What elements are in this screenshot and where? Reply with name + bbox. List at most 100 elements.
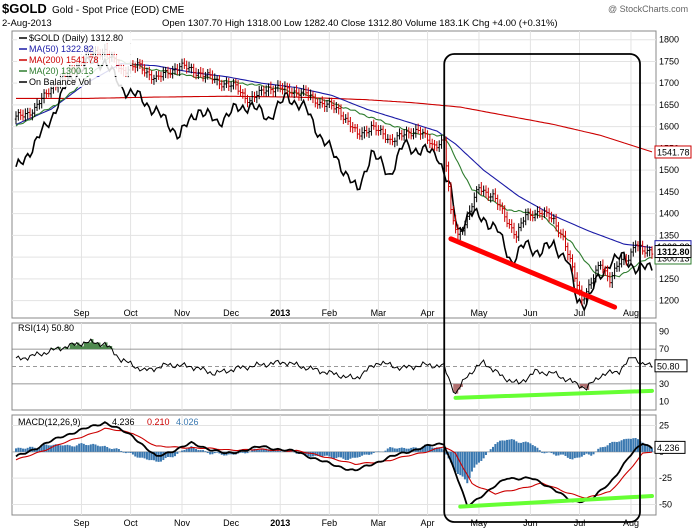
macd-line	[15, 421, 653, 508]
macd-histogram-bar	[80, 443, 83, 452]
macd-histogram-bar	[316, 451, 319, 457]
macd-histogram-bar	[597, 448, 600, 452]
macd-histogram-bar	[527, 442, 530, 452]
rsi-overbought-fill	[88, 342, 92, 350]
macd-histogram-bar	[171, 451, 174, 458]
macd-histogram-bar	[17, 447, 20, 452]
date-label: 2-Aug-2013	[2, 18, 52, 29]
macd-histogram-bar	[466, 451, 469, 484]
macd-histogram-bar	[325, 451, 328, 456]
legend-bg	[17, 66, 132, 76]
macd-histogram-bar	[117, 449, 120, 452]
macd-histogram-bar	[52, 444, 55, 452]
macd-histogram-bar	[272, 451, 275, 452]
x-tick-label-macd: Aug	[623, 518, 639, 528]
macd-histogram-bar	[438, 447, 441, 452]
macd-histogram-bar	[71, 446, 74, 452]
macd-histogram-bar	[108, 448, 111, 452]
price-y-tick: 1500	[659, 165, 679, 175]
macd-histogram-bar	[435, 447, 438, 452]
price-y-tick: 1800	[659, 35, 679, 45]
macd-histogram-bar	[538, 450, 541, 452]
price-y-tick: 1700	[659, 78, 679, 88]
macd-histogram-bar	[445, 451, 448, 455]
macd-histogram-bar	[583, 451, 586, 456]
macd-histogram-bar	[477, 451, 480, 463]
x-tick-label-macd: Mar	[371, 518, 387, 528]
macd-histogram-bar	[190, 446, 193, 452]
macd-histogram-bar	[510, 439, 513, 452]
macd-histogram-bar	[330, 451, 333, 459]
macd-histogram-bar	[484, 451, 487, 455]
macd-histogram-bar	[335, 451, 338, 459]
macd-histogram-bar	[265, 448, 268, 452]
legend-entry: MA(20) 1300.13	[29, 66, 94, 76]
rsi-overbought-fill	[79, 344, 82, 350]
macd-histogram-bar	[452, 451, 455, 468]
macd-histogram-bar	[541, 451, 544, 453]
rsi-value-label: 50.80	[657, 361, 680, 371]
rsi-overbought-fill	[90, 339, 94, 350]
macd-histogram-bar	[456, 451, 459, 474]
macd-histogram-bar	[513, 439, 516, 452]
macd-histogram-bar	[391, 447, 394, 452]
macd-histogram-bar	[279, 450, 282, 452]
legend-bg	[17, 44, 132, 54]
x-tick-label-price: Nov	[174, 308, 191, 318]
macd-histogram-bar	[99, 446, 102, 452]
macd-histogram-bar	[206, 451, 209, 454]
macd-histogram-bar	[134, 451, 137, 457]
macd-histogram-bar	[559, 451, 562, 455]
macd-histogram-bar	[625, 438, 628, 452]
macd-histogram-bar	[569, 451, 572, 459]
macd-histogram-bar	[634, 438, 637, 452]
macd-y-tick: 25	[659, 421, 669, 431]
ma200-value-label: 1541.78	[657, 147, 690, 157]
macd-histogram-bar	[517, 442, 520, 452]
macd-histogram-bar	[536, 447, 539, 452]
macd-histogram-bar	[618, 441, 621, 452]
symbol: $GOLD	[2, 1, 47, 16]
macd-histogram-bar	[143, 451, 146, 459]
macd-histogram-bar	[622, 439, 625, 452]
macd-histogram-bar	[480, 451, 483, 461]
macd-histogram-bar	[468, 451, 471, 479]
rsi-overbought-fill	[67, 348, 71, 350]
macd-histogram-bar	[515, 441, 518, 452]
macd-histogram-bar	[50, 445, 53, 452]
macd-histogram-bar	[368, 451, 371, 455]
macd-histogram-bar	[148, 451, 151, 461]
macd-histogram-bar	[461, 451, 464, 477]
macd-histogram-bar	[651, 448, 653, 452]
rsi-value-box	[654, 359, 688, 373]
x-tick-label-price: Mar	[371, 308, 387, 318]
macd-histogram-bar	[197, 450, 200, 452]
macd-value-label: 4.236	[657, 443, 680, 453]
price-y-tick: 1600	[659, 122, 679, 132]
macd-histogram-bar	[520, 442, 523, 452]
macd-histogram-bar	[548, 451, 551, 453]
x-tick-label-price: Jul	[574, 308, 586, 318]
macd-histogram-bar	[545, 451, 548, 453]
macd-histogram-bar	[141, 451, 144, 458]
macd-histogram-bar	[75, 445, 78, 452]
macd-histogram-bar	[604, 446, 607, 452]
legend-bg	[17, 77, 132, 87]
macd-histogram-bar	[152, 451, 155, 461]
macd-histogram-bar	[122, 451, 125, 453]
macd-histogram-bar	[421, 446, 424, 452]
macd-histogram-bar	[57, 444, 60, 452]
macd-histogram-bar	[393, 448, 396, 452]
macd-histogram-bar	[293, 451, 296, 453]
close-value-label-box	[654, 245, 692, 259]
macd-histogram-bar	[73, 446, 76, 452]
macd-histogram-bar	[113, 448, 116, 452]
x-tick-label-price: Jun	[523, 308, 538, 318]
macd-histogram-bar	[349, 451, 352, 459]
macd-histogram-bar	[386, 448, 389, 452]
macd-histogram-bar	[162, 451, 165, 461]
macd-histogram-bar	[192, 447, 195, 452]
rsi-y-tick: 30	[659, 379, 669, 389]
rsi-title: RSI(14) 50.80	[18, 323, 74, 333]
macd-histogram-bar	[244, 451, 247, 454]
